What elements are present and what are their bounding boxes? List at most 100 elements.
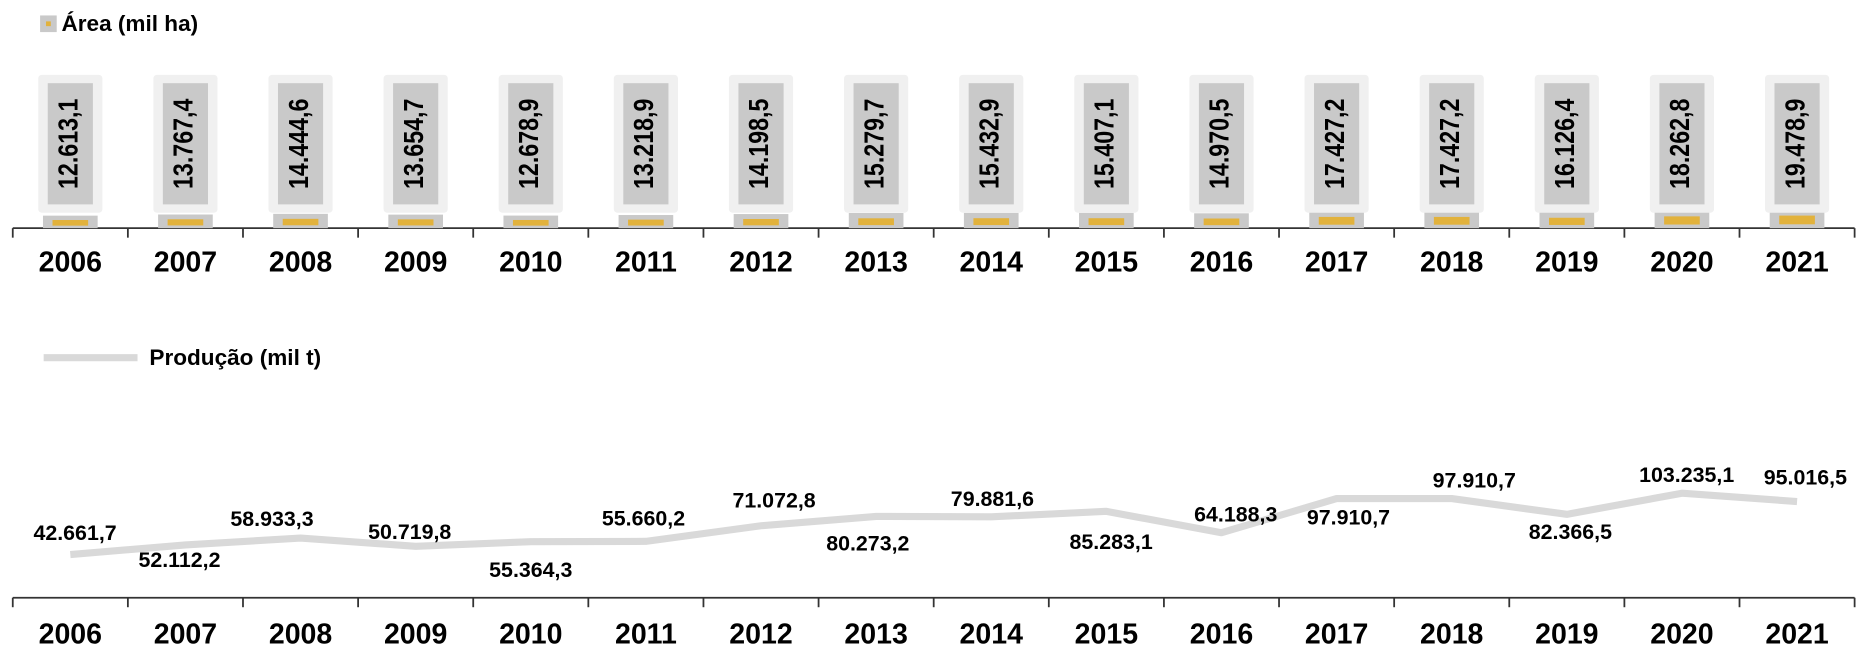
data-label: 16.126,4 — [1550, 99, 1580, 189]
label-box — [1659, 83, 1705, 205]
data-label: 50.719,8 — [368, 520, 451, 544]
x-tick-label: 2008 — [269, 618, 332, 650]
bar-accent — [512, 219, 549, 226]
label-box — [508, 83, 554, 205]
data-label: 13.218,9 — [629, 99, 659, 189]
legend-label: Produção (mil t) — [149, 345, 321, 370]
data-label: 12.613,1 — [54, 99, 84, 189]
data-label: 13.767,4 — [169, 99, 199, 189]
label-box — [623, 83, 669, 205]
x-tick-label: 2018 — [1420, 618, 1483, 650]
x-tick-label: 2014 — [960, 618, 1024, 650]
x-tick-label: 2014 — [960, 246, 1024, 278]
x-tick-label: 2019 — [1535, 618, 1598, 650]
label-box — [277, 83, 324, 205]
data-label: 18.262,8 — [1665, 99, 1695, 189]
x-tick-label: 2008 — [269, 246, 332, 278]
line — [70, 489, 1798, 559]
label-box — [1544, 83, 1590, 205]
bar-accent — [1203, 218, 1240, 226]
x-tick-label: 2011 — [615, 618, 677, 650]
label-box — [1083, 83, 1129, 205]
x-tick-label: 2013 — [844, 246, 907, 278]
data-label: 17.427,2 — [1320, 99, 1350, 189]
bar-accent — [1088, 218, 1125, 226]
data-label: 58.933,3 — [230, 507, 313, 531]
bar-accent — [397, 219, 434, 226]
data-label: 14.198,5 — [745, 99, 775, 189]
label-box — [968, 83, 1014, 205]
x-tick-label: 2009 — [384, 618, 447, 650]
x-tick-label: 2017 — [1305, 618, 1368, 650]
label-box — [853, 83, 899, 205]
data-label: 80.273,2 — [826, 532, 909, 556]
data-label: 71.072,8 — [732, 489, 815, 513]
x-tick-label: 2010 — [499, 618, 562, 650]
bar-accent — [1318, 216, 1355, 225]
data-label: 55.660,2 — [602, 507, 685, 531]
data-label: 79.881,6 — [951, 487, 1034, 511]
data-label: 15.432,9 — [975, 99, 1005, 189]
legend-label: Área (mil ha) — [61, 11, 198, 36]
bar-accent — [167, 219, 204, 226]
x-tick-label: 2019 — [1535, 246, 1598, 278]
data-label: 103.235,1 — [1639, 463, 1734, 487]
x-tick-label: 2011 — [615, 246, 677, 278]
bar-accent — [1549, 217, 1585, 225]
bar-accent — [628, 219, 664, 226]
x-tick-label: 2021 — [1765, 618, 1829, 650]
x-tick-label: 2015 — [1075, 246, 1139, 278]
x-tick-label: 2018 — [1420, 246, 1483, 278]
x-tick-label: 2020 — [1650, 618, 1713, 650]
data-label: 97.910,7 — [1307, 505, 1390, 529]
x-tick-label: 2007 — [154, 618, 217, 650]
label-box — [47, 83, 93, 205]
data-label: 15.279,7 — [860, 99, 890, 189]
data-label: 55.364,3 — [489, 558, 572, 582]
label-box — [1198, 83, 1245, 205]
bar-accent — [52, 220, 89, 226]
data-label: 12.678,9 — [514, 99, 544, 189]
bar-accent — [1433, 216, 1470, 225]
x-tick-label: 2015 — [1075, 618, 1139, 650]
label-box — [393, 83, 439, 205]
label-box — [1314, 83, 1360, 205]
bar-accent — [973, 218, 1010, 226]
x-tick-label: 2009 — [384, 246, 447, 278]
data-label: 52.112,2 — [138, 548, 220, 572]
data-label: 82.366,5 — [1529, 520, 1612, 544]
data-label: 17.427,2 — [1435, 99, 1465, 189]
data-label: 14.970,5 — [1205, 99, 1235, 189]
x-tick-label: 2017 — [1305, 246, 1368, 278]
label-box — [738, 83, 784, 205]
data-label: 14.444,6 — [284, 99, 314, 189]
x-tick-label: 2021 — [1765, 246, 1829, 278]
x-tick-label: 2020 — [1650, 246, 1713, 278]
x-tick-label: 2016 — [1190, 618, 1253, 650]
legend-swatch-accent — [46, 21, 51, 27]
data-label: 64.188,3 — [1194, 503, 1277, 527]
x-tick-label: 2013 — [844, 618, 907, 650]
x-tick-label: 2006 — [39, 618, 102, 650]
x-tick-label: 2010 — [499, 246, 562, 278]
data-label: 95.016,5 — [1764, 466, 1847, 490]
label-box — [1429, 83, 1475, 205]
x-tick-label: 2016 — [1190, 246, 1253, 278]
data-label: 13.654,7 — [399, 99, 429, 189]
label-box — [1774, 83, 1820, 205]
x-tick-label: 2007 — [154, 246, 217, 278]
data-label: 42.661,7 — [33, 521, 116, 545]
label-box — [162, 83, 209, 205]
x-tick-label: 2012 — [729, 618, 792, 650]
x-tick-label: 2012 — [729, 246, 792, 278]
bar-accent — [1779, 215, 1815, 225]
data-label: 15.407,1 — [1090, 99, 1120, 189]
data-label: 97.910,7 — [1433, 469, 1516, 493]
data-label: 19.478,9 — [1781, 99, 1811, 189]
x-tick-label: 2006 — [39, 246, 102, 278]
bar-accent — [858, 218, 894, 226]
bar-accent — [1664, 216, 1700, 225]
bar-accent — [743, 218, 779, 226]
data-label: 85.283,1 — [1070, 530, 1153, 554]
